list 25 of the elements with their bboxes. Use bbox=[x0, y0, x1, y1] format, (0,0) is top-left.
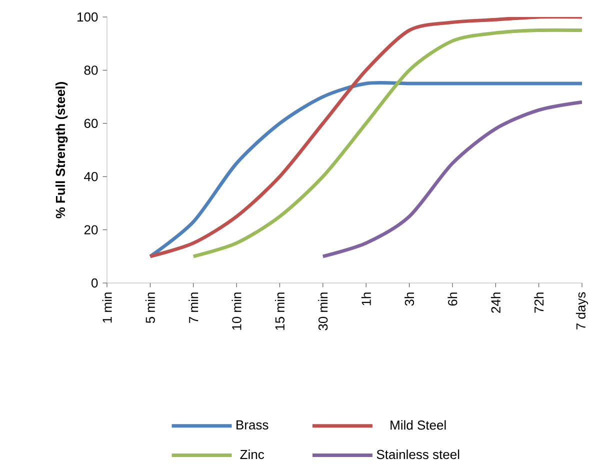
x-tick-label: 7 days bbox=[576, 292, 588, 330]
line-series bbox=[321, 100, 582, 258]
y-tick-label: 80 bbox=[84, 66, 98, 75]
y-tick-label: 20 bbox=[84, 225, 98, 234]
legend-label: Brass bbox=[236, 420, 268, 430]
legend-label: Mild Steel bbox=[390, 420, 446, 430]
legend-label: Zinc bbox=[240, 450, 264, 460]
y-tick-label: 60 bbox=[84, 118, 98, 128]
y-tick-label: 0 bbox=[92, 278, 98, 288]
x-tick-label: 15 min bbox=[274, 292, 284, 330]
legend-label: Stainless steel bbox=[376, 450, 460, 460]
x-tick-label: 1h bbox=[361, 292, 371, 306]
x-tick-label: 1 min bbox=[102, 292, 112, 323]
y-axis-title: % Full Strength (steel) bbox=[55, 82, 68, 218]
x-tick-label: 24h bbox=[490, 292, 500, 313]
x-tick-label: 3h bbox=[404, 292, 414, 306]
x-tick-label: 10 min bbox=[232, 292, 242, 330]
x-tick-label: 30 min bbox=[318, 292, 328, 330]
y-tick-label: 40 bbox=[84, 172, 98, 182]
x-tick-label: 72h bbox=[534, 292, 544, 313]
line-series bbox=[148, 80, 582, 258]
x-tick-label: 5 min bbox=[145, 292, 155, 324]
x-tick-label: 7 min bbox=[188, 292, 198, 323]
y-tick-label: 100 bbox=[78, 12, 98, 22]
x-tick-label: 6h bbox=[448, 292, 458, 306]
